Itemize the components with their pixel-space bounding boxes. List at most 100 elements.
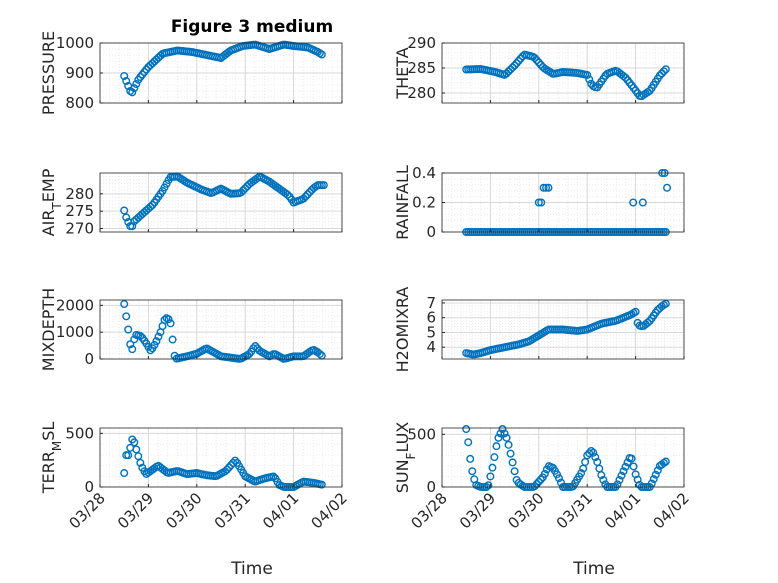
data-point — [136, 331, 145, 340]
data-point — [152, 337, 161, 346]
y-axis-label: THETA — [393, 47, 412, 99]
data-point — [591, 453, 600, 462]
data-point — [663, 183, 672, 192]
data-point — [122, 312, 131, 321]
y-tick-label: 0 — [84, 478, 94, 496]
data-point — [589, 448, 598, 457]
data-point — [317, 50, 326, 59]
axes-frame — [99, 299, 343, 360]
data-point — [629, 198, 638, 207]
data-point — [122, 76, 131, 85]
data-point — [120, 71, 129, 80]
y-axis-label: RAINFALL — [393, 165, 412, 240]
data-point — [629, 462, 638, 471]
y-tick-label: 290 — [407, 34, 436, 52]
data-point — [166, 319, 175, 328]
y-axis-label: AIRTEMP — [39, 168, 64, 236]
data-point — [649, 475, 658, 484]
data-point — [539, 183, 548, 192]
y-ticks: 800 900 1000 — [56, 34, 103, 112]
y-tick-label: 285 — [407, 59, 436, 77]
y-tick-label: 500 — [65, 424, 94, 442]
data-point — [146, 202, 155, 211]
data-point — [130, 84, 139, 93]
x-ticks — [99, 356, 343, 359]
x-tick-label: 03/31 — [211, 489, 254, 532]
data-point — [492, 442, 501, 451]
data-point — [502, 69, 511, 78]
y-axis-label-part: MIXDEPTH — [39, 288, 58, 371]
data-point — [498, 425, 507, 434]
data-point — [540, 469, 549, 478]
y-axis-label-part: EMP — [39, 168, 58, 202]
data-point — [510, 467, 519, 476]
y-axis-label: TERRMSL — [39, 422, 64, 495]
data-point — [536, 475, 545, 484]
data-point — [659, 459, 668, 468]
data-point — [585, 75, 594, 84]
series-markers — [462, 299, 670, 359]
y-axis-label-part: AIR — [39, 210, 58, 237]
y-tick-label: 280 — [407, 84, 436, 102]
x-tick-label: 03/30 — [504, 489, 547, 532]
y-axis-label: PRESSURE — [39, 31, 58, 115]
data-point — [613, 480, 622, 489]
x-tick-label: 03/29 — [114, 489, 157, 532]
data-point — [627, 454, 636, 463]
y-tick-label: 500 — [407, 425, 436, 443]
data-point — [490, 453, 499, 462]
y-ticks: 0 0.2 0.4 — [412, 164, 445, 241]
data-point — [229, 458, 238, 467]
data-point — [128, 88, 137, 97]
data-point — [154, 332, 163, 341]
series-markers — [120, 40, 326, 97]
x-tick-label: 04/01 — [259, 489, 302, 532]
y-tick-label: 6 — [426, 309, 436, 327]
data-point — [132, 79, 141, 88]
y-axis-label-part: PRESSURE — [39, 31, 58, 115]
x-axis-label-right: Time — [572, 559, 615, 579]
axes-frame — [441, 42, 685, 104]
data-point — [466, 454, 475, 463]
data-point — [299, 194, 308, 203]
data-point — [462, 425, 471, 434]
x-axis-label-left: Time — [230, 559, 273, 579]
y-axis-label-part: RAINFALL — [393, 165, 412, 240]
data-point — [136, 458, 145, 467]
x-ticks — [99, 229, 343, 232]
y-axis-label-part: SL — [39, 422, 58, 441]
data-point — [506, 449, 515, 458]
data-point — [231, 456, 240, 465]
axes-frame — [99, 427, 343, 488]
data-point — [619, 72, 628, 81]
y-tick-label: 5 — [426, 323, 436, 341]
y-axis-label-part: SUN — [393, 459, 412, 493]
data-point — [301, 192, 310, 201]
data-point — [508, 63, 517, 72]
y-tick-label: 1000 — [56, 34, 94, 52]
data-point — [542, 183, 551, 192]
data-point — [631, 307, 640, 316]
data-point — [221, 467, 230, 476]
y-ticks: 0 500 — [407, 425, 445, 496]
y-axis-label: SUNFLUX — [393, 422, 418, 494]
y-axis-label-subscript: M — [50, 441, 64, 451]
x-tick-label: 03/31 — [553, 489, 596, 532]
data-point — [661, 457, 670, 466]
data-point — [305, 188, 314, 197]
data-point — [514, 56, 523, 65]
axes-frame — [441, 427, 685, 488]
plot-area — [100, 300, 342, 359]
data-point — [315, 349, 324, 358]
figure-title: Figure 3 medium — [171, 17, 333, 37]
data-point — [251, 342, 260, 351]
data-point — [160, 315, 169, 324]
data-point — [128, 345, 137, 354]
data-point — [120, 300, 129, 309]
data-point — [150, 340, 159, 349]
y-axis-label-subscript: F — [404, 452, 418, 459]
y-axis-label-part: TERR — [39, 451, 58, 494]
